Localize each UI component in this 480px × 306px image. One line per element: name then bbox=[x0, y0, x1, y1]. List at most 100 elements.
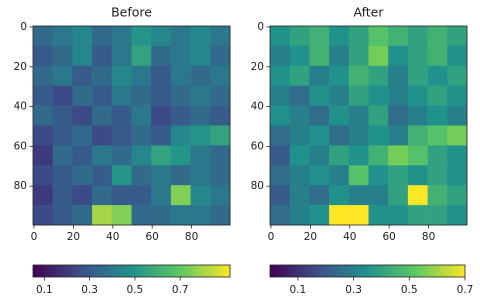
heatmap-cell bbox=[309, 205, 330, 226]
heatmap-cell bbox=[348, 45, 369, 67]
heatmap-cell bbox=[170, 26, 191, 47]
y-tick-label: 40 bbox=[251, 101, 264, 113]
heatmap-cell bbox=[33, 85, 53, 106]
colorbar-tick-label: 0.3 bbox=[345, 284, 362, 296]
heatmap-cell bbox=[388, 205, 409, 226]
heatmap-cell bbox=[72, 185, 93, 206]
heatmap-cell bbox=[210, 165, 231, 186]
y-tick-label: 20 bbox=[14, 61, 27, 73]
heatmap-cell bbox=[210, 85, 231, 106]
heatmap-cell bbox=[407, 105, 428, 126]
heatmap-cell bbox=[289, 145, 310, 166]
heatmap-cell bbox=[270, 85, 290, 106]
heatmap-cell bbox=[131, 185, 152, 206]
heatmap-cell bbox=[368, 105, 389, 126]
heatmap-cell bbox=[368, 165, 389, 186]
heatmap-cell bbox=[368, 125, 389, 146]
heatmap-cell bbox=[407, 165, 428, 186]
heatmap-cell bbox=[111, 205, 132, 226]
heatmap-cell bbox=[289, 105, 310, 126]
heatmap-cell bbox=[270, 45, 290, 67]
axes-frame bbox=[269, 25, 468, 226]
heatmap-cell bbox=[388, 165, 409, 186]
heatmap-cell bbox=[388, 26, 409, 47]
heatmap-cell bbox=[72, 26, 93, 47]
heatmap-cell bbox=[131, 26, 152, 47]
heatmap-cell bbox=[210, 105, 231, 126]
heatmap-cell bbox=[348, 125, 369, 146]
x-tick-label: 20 bbox=[67, 231, 80, 243]
heatmap-cell bbox=[131, 65, 152, 86]
colorbar-tick-label: 0.7 bbox=[172, 284, 189, 296]
heatmap-cell bbox=[111, 125, 132, 146]
heatmap-cell bbox=[92, 145, 113, 166]
heatmap-cell bbox=[190, 45, 211, 67]
heatmap-cell bbox=[151, 26, 172, 47]
heatmap-cell bbox=[348, 26, 369, 47]
y-tick-label: 60 bbox=[251, 140, 264, 152]
heatmap-cell bbox=[447, 45, 468, 67]
colorbar-tick-label: 0.5 bbox=[127, 284, 144, 296]
heatmap-cell bbox=[52, 165, 73, 186]
heatmap-cell bbox=[289, 165, 310, 186]
heatmap-cell bbox=[190, 205, 211, 226]
heatmap-cell bbox=[170, 125, 191, 146]
heatmap-cell bbox=[52, 125, 73, 146]
heatmap-cell bbox=[210, 205, 231, 226]
heatmap-cell bbox=[92, 26, 113, 47]
heatmap-cell bbox=[270, 26, 290, 47]
heatmap-cell bbox=[92, 105, 113, 126]
heatmap-cell bbox=[190, 125, 211, 146]
y-tick-label: 80 bbox=[251, 180, 264, 192]
heatmap-cell bbox=[289, 185, 310, 206]
heatmap-cell bbox=[447, 165, 468, 186]
heatmap-cell bbox=[447, 85, 468, 106]
heatmap-cell bbox=[210, 145, 231, 166]
heatmap-cell bbox=[92, 65, 113, 86]
y-tick-label: 80 bbox=[14, 180, 27, 192]
heatmap-cell bbox=[348, 85, 369, 106]
panel-title: Before bbox=[111, 5, 152, 20]
heatmap-cell bbox=[388, 85, 409, 106]
colorbar-frame bbox=[32, 264, 231, 278]
x-tick-label: 60 bbox=[145, 231, 158, 243]
heatmap-cell bbox=[348, 145, 369, 166]
heatmap-cell bbox=[170, 165, 191, 186]
heatmap-cell bbox=[111, 105, 132, 126]
heatmap-cell bbox=[427, 105, 448, 126]
x-tick-label: 60 bbox=[382, 231, 395, 243]
heatmap-cell bbox=[427, 85, 448, 106]
heatmap-cell bbox=[388, 145, 409, 166]
heatmap-cell bbox=[447, 145, 468, 166]
heatmap-cell bbox=[151, 125, 172, 146]
heatmap-cell bbox=[131, 125, 152, 146]
colorbar-tick-label: 0.3 bbox=[81, 284, 98, 296]
heatmap-cell bbox=[407, 26, 428, 47]
colorbar-tick-label: 0.1 bbox=[290, 284, 307, 296]
heatmap-cell bbox=[270, 105, 290, 126]
heatmap-cell bbox=[33, 65, 53, 86]
heatmap-cell bbox=[151, 105, 172, 126]
heatmap-cell bbox=[33, 105, 53, 126]
heatmap-cell bbox=[210, 125, 231, 146]
axes-frame bbox=[32, 25, 231, 226]
heatmap-cell bbox=[348, 105, 369, 126]
heatmap-cell bbox=[329, 185, 350, 206]
heatmap-cell bbox=[190, 85, 211, 106]
heatmap-cell bbox=[447, 26, 468, 47]
heatmap-cell bbox=[92, 205, 113, 226]
heatmap-cell bbox=[329, 45, 350, 67]
colorbar bbox=[33, 265, 230, 277]
heatmap-cell bbox=[329, 65, 350, 86]
heatmap-cell bbox=[329, 125, 350, 146]
heatmap-cell bbox=[33, 185, 53, 206]
heatmap-cell bbox=[388, 125, 409, 146]
heatmap-cell bbox=[407, 85, 428, 106]
heatmap-cell bbox=[33, 145, 53, 166]
heatmap-cell bbox=[309, 26, 330, 47]
x-tick-label: 80 bbox=[422, 231, 435, 243]
x-tick-label: 80 bbox=[185, 231, 198, 243]
heatmap-cell bbox=[309, 165, 330, 186]
heatmap-cell bbox=[210, 185, 231, 206]
